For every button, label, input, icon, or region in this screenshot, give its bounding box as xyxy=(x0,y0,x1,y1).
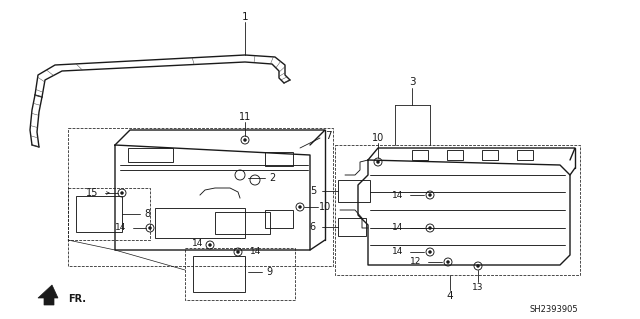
Bar xyxy=(128,148,173,162)
Bar xyxy=(215,212,270,234)
Bar xyxy=(68,188,150,240)
Bar xyxy=(265,210,293,228)
Bar xyxy=(447,150,463,160)
Bar xyxy=(68,128,333,266)
Text: 10: 10 xyxy=(372,133,384,143)
Bar xyxy=(265,152,293,166)
Text: 13: 13 xyxy=(472,284,484,293)
Text: 14: 14 xyxy=(392,190,403,199)
Bar xyxy=(155,208,245,238)
Circle shape xyxy=(429,194,431,197)
Circle shape xyxy=(237,250,239,254)
Circle shape xyxy=(477,264,479,268)
Bar xyxy=(185,248,295,300)
Text: FR.: FR. xyxy=(68,294,86,304)
Text: 5: 5 xyxy=(310,186,316,196)
Text: 1: 1 xyxy=(242,12,248,22)
Bar xyxy=(338,218,366,236)
Text: 9: 9 xyxy=(266,267,272,277)
Text: SH2393905: SH2393905 xyxy=(529,306,578,315)
Circle shape xyxy=(429,250,431,254)
Text: 3: 3 xyxy=(409,77,415,87)
Bar xyxy=(193,256,245,292)
Text: 10: 10 xyxy=(319,202,331,212)
Text: 14: 14 xyxy=(392,224,403,233)
Text: 2: 2 xyxy=(269,173,275,183)
Text: 7: 7 xyxy=(324,131,332,141)
Polygon shape xyxy=(38,285,58,305)
Bar xyxy=(338,180,370,202)
Text: 4: 4 xyxy=(447,291,453,301)
Text: 6: 6 xyxy=(310,222,316,232)
Text: 14: 14 xyxy=(191,239,203,248)
Bar xyxy=(412,150,428,160)
Bar xyxy=(517,150,533,160)
Circle shape xyxy=(209,243,211,247)
Text: 14: 14 xyxy=(392,248,403,256)
Circle shape xyxy=(298,205,301,209)
Circle shape xyxy=(447,261,449,263)
Circle shape xyxy=(120,191,124,195)
Bar xyxy=(335,145,580,275)
Circle shape xyxy=(148,226,152,229)
Circle shape xyxy=(376,160,380,164)
Text: 15: 15 xyxy=(86,188,98,198)
Bar xyxy=(76,196,122,232)
Circle shape xyxy=(429,226,431,229)
Text: 12: 12 xyxy=(410,257,421,266)
Text: 11: 11 xyxy=(239,112,251,122)
Circle shape xyxy=(243,138,246,142)
Text: 8: 8 xyxy=(144,209,150,219)
Bar xyxy=(482,150,498,160)
Text: 14: 14 xyxy=(115,224,126,233)
Text: 14: 14 xyxy=(250,248,261,256)
